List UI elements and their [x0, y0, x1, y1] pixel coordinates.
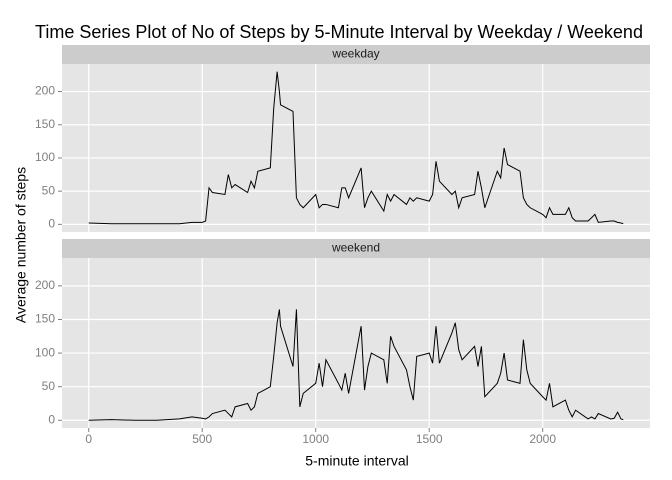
x-tick-label: 1500 [416, 432, 443, 446]
x-tick-label: 1000 [302, 432, 329, 446]
x-tick-label: 0 [85, 432, 92, 446]
y-tick-label: 100 [35, 150, 55, 164]
strip-background [62, 239, 650, 258]
series-line [88, 309, 624, 421]
y-axis-label: Average number of steps [13, 167, 29, 323]
y-tick-label: 0 [48, 412, 55, 426]
x-tick-label: 2000 [529, 432, 556, 446]
y-tick-label: 100 [35, 345, 55, 359]
strip-label: weekend [331, 241, 380, 255]
y-tick-label: 150 [35, 312, 55, 326]
series-line [88, 71, 624, 225]
y-tick-label: 200 [35, 84, 55, 98]
chart-title: Time Series Plot of No of Steps by 5-Min… [35, 22, 643, 42]
y-tick-label: 150 [35, 117, 55, 131]
panel-background [62, 64, 650, 232]
y-tick-label: 200 [35, 278, 55, 292]
x-tick-label: 500 [192, 432, 212, 446]
x-axis-label: 5-minute interval [305, 453, 409, 469]
strip-label: weekday [331, 47, 379, 61]
y-tick-label: 50 [42, 183, 56, 197]
y-tick-label: 50 [42, 379, 56, 393]
strip-background [62, 45, 650, 64]
y-tick-label: 0 [48, 217, 55, 231]
